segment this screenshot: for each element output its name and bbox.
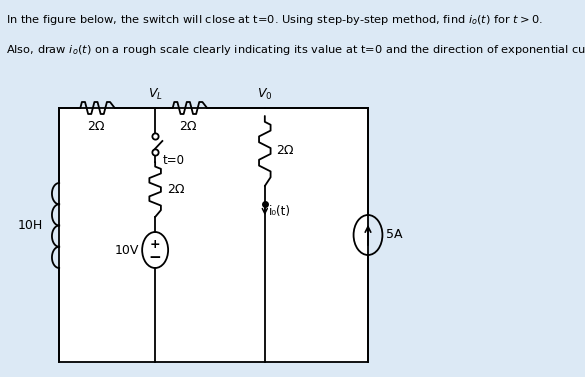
Text: 2Ω: 2Ω <box>180 120 197 133</box>
Text: −: − <box>149 250 161 265</box>
Text: 5A: 5A <box>386 228 402 242</box>
Text: In the figure below, the switch will close at t=0. Using step-by-step method, fi: In the figure below, the switch will clo… <box>6 13 542 27</box>
Text: 2Ω: 2Ω <box>167 183 184 196</box>
Text: 2Ω: 2Ω <box>276 144 294 158</box>
Text: Also, draw $i_o(t)$ on a rough scale clearly indicating its value at t=0 and the: Also, draw $i_o(t)$ on a rough scale cle… <box>6 43 585 57</box>
FancyBboxPatch shape <box>59 108 368 362</box>
Text: +: + <box>150 238 160 250</box>
Text: i₀(t): i₀(t) <box>269 204 291 218</box>
Text: 10V: 10V <box>115 244 139 256</box>
Text: 2Ω: 2Ω <box>87 120 105 133</box>
Text: $V_0$: $V_0$ <box>257 87 273 102</box>
Text: $V_L$: $V_L$ <box>147 87 163 102</box>
Text: 10H: 10H <box>18 219 43 232</box>
Text: t=0: t=0 <box>163 154 184 167</box>
